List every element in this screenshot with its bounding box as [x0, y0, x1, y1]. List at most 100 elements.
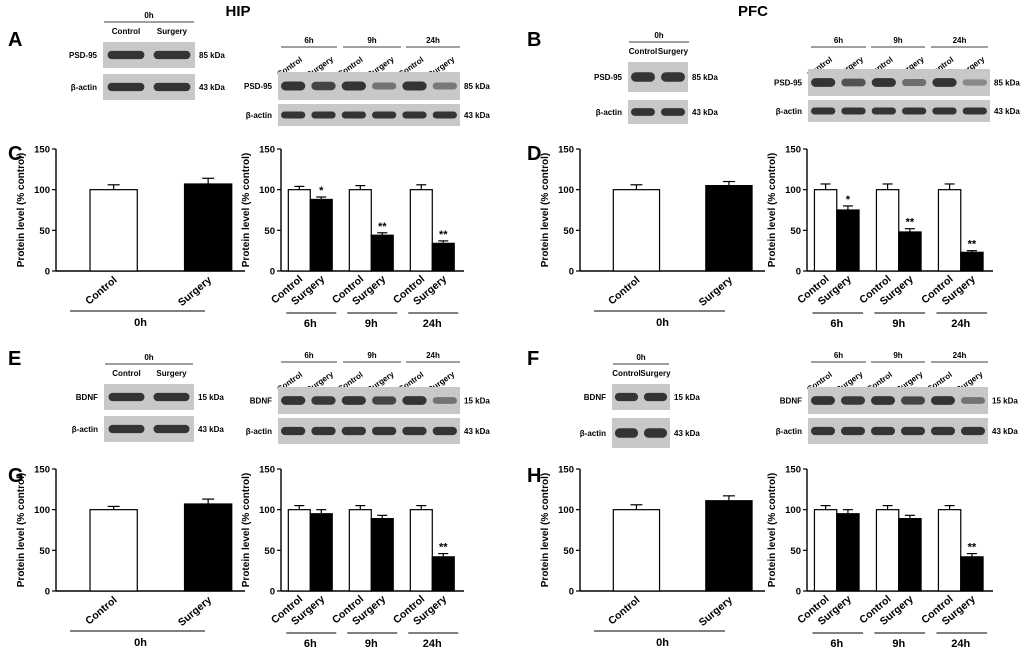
blot-band — [932, 107, 957, 115]
chart-h-0h: 0 50 100 150 Protein level (% control) Contro… — [540, 465, 765, 647]
group-label: 6h — [304, 638, 317, 647]
blot-lane-label: Surgery — [658, 47, 689, 56]
panel-label-h: H — [527, 465, 541, 487]
group-label: 24h — [423, 638, 442, 647]
bar-9h-surgery — [898, 518, 922, 592]
bar-24h-control — [937, 189, 962, 272]
blot-band — [962, 79, 987, 86]
blot-band — [841, 107, 866, 115]
blot-band — [402, 81, 427, 91]
blot-band — [901, 426, 925, 436]
y-tick-label: 50 — [39, 546, 50, 557]
blot-protein-label: PSD-95 — [69, 51, 98, 60]
blot-band — [108, 424, 145, 434]
bar-surgery — [183, 183, 233, 272]
category-label: Surgery — [697, 594, 735, 629]
y-tick-label: 100 — [558, 505, 574, 516]
y-tick-label: 50 — [563, 226, 574, 237]
chart-d-0h: 0 50 100 150 Protein level (% control) Contro… — [540, 145, 765, 329]
bar-6h-control — [287, 189, 311, 272]
blot-band — [153, 424, 190, 434]
blot-time-label: 9h — [893, 36, 902, 45]
y-tick-label: 0 — [45, 587, 50, 598]
group-label: 9h — [892, 318, 905, 330]
blot-band — [811, 396, 835, 405]
blot-membrane — [278, 387, 460, 414]
group-label: 24h — [951, 638, 970, 647]
group-label: 6h — [830, 318, 843, 330]
blot-band — [372, 111, 397, 119]
blot-kda-label: 43 kDa — [464, 111, 490, 120]
blot-band — [402, 396, 427, 405]
group-label: 0h — [656, 637, 669, 647]
y-tick-label: 50 — [264, 226, 275, 237]
significance-mark: * — [319, 185, 324, 197]
y-axis-label: Protein level (% control) — [241, 153, 252, 267]
blot-band — [281, 81, 306, 91]
blot-protein-label: BDNF — [584, 393, 606, 402]
bar-9h-control — [875, 509, 900, 592]
group-label: 9h — [365, 318, 378, 330]
blot-protein-label: BDNF — [780, 397, 802, 406]
blot-band — [631, 108, 655, 116]
group-label: 0h — [656, 317, 669, 329]
bar-24h-control — [409, 189, 433, 272]
blot-membrane — [808, 100, 990, 122]
blot-lane-label: Control — [112, 369, 140, 378]
blot-band — [107, 82, 145, 92]
y-tick-label: 100 — [34, 185, 50, 196]
blot-membrane — [808, 387, 988, 414]
panel-label-a: A — [8, 29, 22, 51]
title-pfc: PFC — [738, 3, 768, 20]
blot-a-0h: 0h Control Surgery PSD-95 85 kDa β-actin 43 kD… — [69, 11, 225, 100]
y-tick-label: 150 — [34, 465, 50, 476]
y-tick-label: 0 — [796, 587, 801, 598]
blot-lane-label: Control — [629, 47, 657, 56]
bar-9h-surgery — [898, 231, 922, 272]
blot-band — [281, 426, 306, 436]
blot-e-0h: 0h Control Surgery BDNF 15 kDa β-actin 43 kDa — [72, 353, 224, 442]
blot-band — [432, 426, 457, 436]
blot-lane-label: Control — [112, 27, 140, 36]
y-tick-label: 50 — [264, 546, 275, 557]
group-label: 9h — [892, 638, 905, 647]
group-label: 9h — [365, 638, 378, 647]
blot-time-label: 9h — [367, 351, 376, 360]
significance-mark: ** — [439, 229, 448, 241]
blot-time-label: 9h — [893, 351, 902, 360]
bar-6h-control — [813, 509, 838, 592]
blot-band — [961, 397, 985, 404]
y-tick-label: 150 — [259, 465, 275, 476]
bar-6h-control — [813, 189, 838, 272]
blot-band — [153, 50, 191, 60]
blot-band — [841, 426, 865, 436]
blot-kda-label: 15 kDa — [674, 393, 700, 402]
bar-9h-control — [875, 189, 900, 272]
blot-time-label: 24h — [426, 351, 440, 360]
blot-kda-label: 43 kDa — [674, 429, 700, 438]
blot-band — [372, 426, 397, 436]
blot-band — [107, 50, 145, 60]
category-label: Control — [83, 594, 119, 627]
blot-band — [341, 81, 366, 91]
bar-6h-surgery — [309, 198, 333, 272]
blot-lane-label: Control — [612, 369, 640, 378]
bar-control — [89, 189, 138, 272]
y-tick-label: 50 — [790, 546, 801, 557]
blot-band — [614, 392, 639, 402]
bar-surgery — [705, 500, 753, 592]
blot-band — [341, 111, 366, 119]
blot-time-label: 24h — [953, 36, 967, 45]
blot-protein-label: β-actin — [580, 429, 606, 438]
blot-protein-label: BDNF — [76, 393, 98, 402]
blot-band — [311, 81, 336, 91]
y-tick-label: 150 — [785, 145, 801, 156]
bar-24h-control — [937, 509, 962, 592]
blot-band — [311, 396, 336, 405]
blot-membrane — [278, 72, 460, 100]
y-tick-label: 100 — [34, 505, 50, 516]
blot-band — [902, 107, 927, 115]
